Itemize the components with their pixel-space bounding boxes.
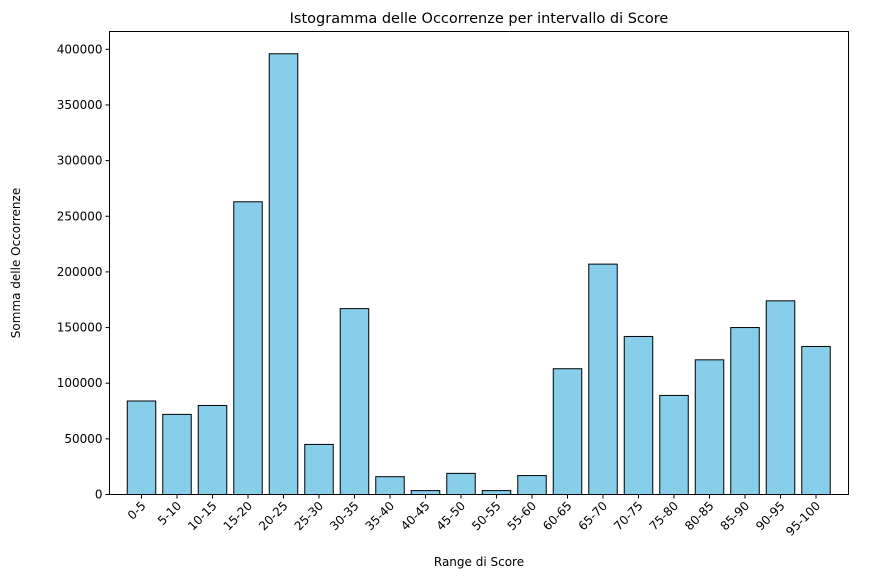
bar-0-5 bbox=[126, 400, 157, 495]
x-tick-label: 50-55 bbox=[469, 499, 504, 534]
bar-25-30 bbox=[304, 443, 334, 495]
bar-95-100 bbox=[801, 345, 831, 496]
x-tick-label: 70-75 bbox=[611, 499, 646, 534]
y-tick-label: 50000 bbox=[64, 432, 102, 446]
x-tick-label: 5-10 bbox=[155, 499, 184, 528]
x-tick-label: 55-60 bbox=[505, 499, 540, 534]
x-tick-label: 90-95 bbox=[753, 499, 788, 534]
bar-40-45 bbox=[410, 490, 441, 495]
y-tick-label: 250000 bbox=[57, 209, 103, 223]
y-tick-label: 400000 bbox=[57, 42, 103, 56]
bar-30-35 bbox=[339, 308, 370, 495]
y-tick-label: 0 bbox=[95, 488, 103, 502]
x-tick-label: 80-85 bbox=[682, 499, 717, 534]
bar-10-15 bbox=[197, 404, 228, 496]
x-tick-label: 15-20 bbox=[221, 499, 256, 534]
x-tick-label: 40-45 bbox=[398, 499, 433, 534]
x-tick-label: 30-35 bbox=[327, 499, 362, 534]
bar-90-95 bbox=[765, 300, 796, 495]
x-tick-label: 45-50 bbox=[434, 499, 469, 534]
y-tick-label: 200000 bbox=[57, 265, 103, 279]
bar-85-90 bbox=[730, 327, 760, 495]
bar-80-85 bbox=[694, 359, 725, 495]
chart-title: Istogramma delle Occorrenze per interval… bbox=[290, 11, 669, 27]
y-tick-label: 300000 bbox=[57, 154, 103, 168]
plot-frame bbox=[109, 31, 849, 495]
x-tick-label: 60-65 bbox=[540, 499, 575, 534]
x-tick-label: 75-80 bbox=[647, 499, 682, 534]
x-tick-label: 10-15 bbox=[185, 499, 220, 534]
y-tick-label: 100000 bbox=[57, 376, 103, 390]
y-tick-label: 350000 bbox=[57, 98, 103, 112]
bar-70-75 bbox=[623, 335, 654, 495]
x-tick-label: 35-40 bbox=[363, 499, 398, 534]
bar-20-25 bbox=[268, 53, 299, 496]
bar-65-70 bbox=[588, 263, 618, 495]
x-tick-label: 20-25 bbox=[256, 499, 291, 534]
bar-15-20 bbox=[233, 201, 263, 495]
x-tick-label: 65-70 bbox=[576, 499, 611, 534]
y-axis-ticks: 0 50000 100000 150000 200000 250000 300000 3500… bbox=[57, 42, 110, 502]
x-axis-title: Range di Score bbox=[434, 555, 524, 569]
x-tick-label: 85-90 bbox=[718, 499, 753, 534]
bar-5-10 bbox=[162, 413, 192, 495]
x-axis-ticks: 0-5 5-10 10-15 15-20 20-25 25-30 30-35 35-40 40-… bbox=[125, 494, 823, 539]
bar-50-55 bbox=[481, 490, 512, 495]
y-axis-title: Somma delle Occorrenze bbox=[9, 188, 23, 338]
bar-45-50 bbox=[446, 472, 476, 495]
x-tick-label: 25-30 bbox=[292, 499, 327, 534]
bar-60-65 bbox=[552, 368, 583, 496]
x-tick-label: 95-100 bbox=[783, 499, 823, 539]
bar-75-80 bbox=[659, 394, 689, 495]
bar-35-40 bbox=[375, 476, 405, 496]
y-tick-label: 150000 bbox=[57, 321, 103, 335]
bar-55-60 bbox=[517, 475, 547, 495]
x-tick-label: 0-5 bbox=[125, 499, 149, 523]
bars-group bbox=[126, 53, 831, 496]
